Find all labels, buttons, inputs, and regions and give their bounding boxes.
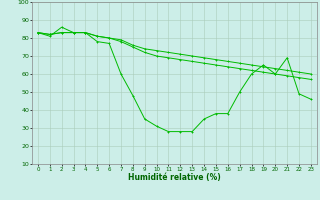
X-axis label: Humidité relative (%): Humidité relative (%) bbox=[128, 173, 221, 182]
